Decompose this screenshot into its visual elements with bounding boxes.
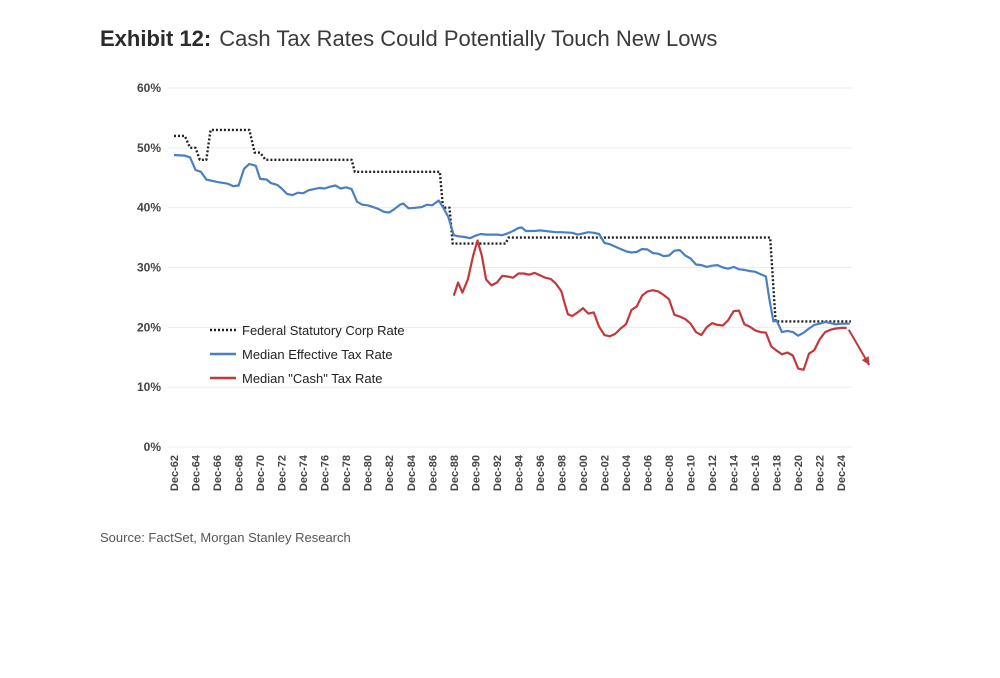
series-lines — [173, 128, 851, 371]
x-tick-label: Dec-68 — [234, 455, 246, 491]
x-tick-label: Dec-10 — [686, 455, 698, 491]
x-tick-label: Dec-14 — [729, 454, 741, 491]
y-tick-label: 30% — [137, 261, 161, 275]
y-tick-label: 20% — [137, 320, 161, 334]
x-tick-label: Dec-74 — [298, 454, 310, 491]
trend-arrow-head — [861, 356, 870, 366]
x-tick-label: Dec-06 — [643, 455, 655, 491]
x-tick-label: Dec-88 — [449, 455, 461, 491]
x-tick-label: Dec-80 — [363, 455, 375, 491]
x-tick-label: Dec-76 — [320, 455, 332, 491]
legend-label-federal-statutory-corp-rate: Federal Statutory Corp Rate — [242, 323, 405, 338]
exhibit-title: Cash Tax Rates Could Potentially Touch N… — [219, 26, 718, 51]
x-tick-label: Dec-12 — [707, 455, 719, 491]
x-tick-label: Dec-04 — [621, 454, 633, 491]
x-tick-label: Dec-92 — [492, 455, 504, 491]
x-tick-label: Dec-18 — [772, 455, 784, 491]
exhibit-label: Exhibit 12: — [100, 26, 212, 51]
x-tick-label: Dec-62 — [169, 455, 181, 491]
x-tick-label: Dec-98 — [556, 455, 568, 491]
series-line-federal-statutory-corp-rate — [174, 128, 851, 323]
legend-label-median-cash-tax-rate: Median "Cash" Tax Rate — [242, 371, 383, 386]
annotations — [847, 329, 871, 366]
series-line-median-effective-tax-rate — [173, 153, 850, 337]
x-tick-label: Dec-02 — [599, 455, 611, 491]
y-tick-label: 50% — [137, 141, 161, 155]
legend: Federal Statutory Corp Rate Median Effect… — [210, 323, 405, 386]
x-tick-label: Dec-16 — [750, 455, 762, 491]
x-tick-label: Dec-24 — [836, 454, 848, 491]
x-tick-label: Dec-22 — [815, 455, 827, 491]
y-tick-label: 40% — [137, 201, 161, 215]
x-tick-label: Dec-90 — [470, 455, 482, 491]
x-axis-ticks: Dec-62 Dec-64 Dec-66 Dec-68 Dec-70 Dec-72 Dec-… — [169, 454, 848, 491]
y-tick-label: 60% — [137, 81, 161, 95]
x-tick-label: Dec-86 — [427, 455, 439, 491]
legend-label-median-effective-tax-rate: Median Effective Tax Rate — [242, 347, 393, 362]
source-note: Source: FactSet, Morgan Stanley Research — [100, 530, 351, 545]
x-tick-label: Dec-94 — [513, 454, 525, 491]
x-tick-label: Dec-66 — [212, 455, 224, 491]
x-tick-label: Dec-78 — [341, 455, 353, 491]
chart: 0%10%20%30%40%50%60% Dec-62 Dec-64 Dec-66 D… — [137, 81, 871, 491]
x-tick-label: Dec-00 — [578, 455, 590, 491]
x-tick-label: Dec-96 — [535, 455, 547, 491]
x-tick-label: Dec-72 — [277, 455, 289, 491]
grid-lines — [168, 87, 852, 448]
x-tick-label: Dec-20 — [793, 455, 805, 491]
page-title: Exhibit 12: Cash Tax Rates Could Potentia… — [100, 26, 717, 52]
x-tick-label: Dec-70 — [255, 455, 267, 491]
x-tick-label: Dec-64 — [191, 454, 203, 491]
y-tick-label: 10% — [137, 380, 161, 394]
x-tick-label: Dec-82 — [384, 455, 396, 491]
x-tick-label: Dec-08 — [664, 455, 676, 491]
y-axis-ticks: 0% 10% 20% 30% 40% 50% 60% — [137, 81, 161, 454]
y-tick-label: 0% — [144, 440, 162, 454]
x-tick-label: Dec-84 — [406, 454, 418, 491]
series-line-median-cash-tax-rate — [452, 239, 847, 371]
